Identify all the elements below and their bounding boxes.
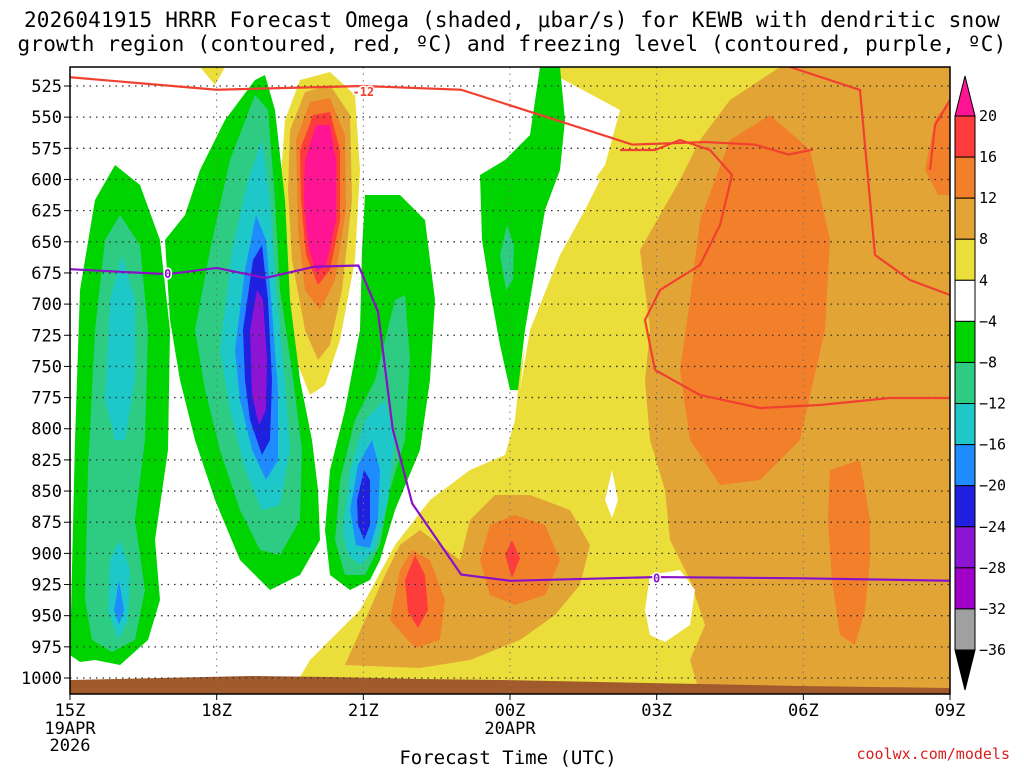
colorbar-box (954, 608, 976, 651)
y-tick-label: 975 (31, 638, 62, 658)
y-tick-label: 825 (31, 451, 62, 471)
y-tick-label: 1000 (21, 669, 62, 689)
neutral-gap-low (645, 570, 695, 642)
colorbar-box (954, 485, 976, 528)
colorbar-box (954, 156, 976, 199)
source-credit: coolwx.com/models (856, 745, 1010, 763)
colorbar-box (954, 526, 976, 569)
x-tick-label: 18Z (201, 701, 232, 721)
y-tick-label: 925 (31, 576, 62, 596)
colorbar-label: 12 (979, 189, 997, 207)
colorbar-label: −32 (979, 600, 1006, 618)
dgz-contour-base (654, 369, 950, 410)
y-tick-label: 725 (31, 326, 62, 346)
freezing-level-contour (70, 264, 950, 582)
ascent-central-green (480, 67, 565, 390)
colorbar-box (954, 238, 976, 281)
y-tick-label: 700 (31, 295, 62, 315)
colorbar-label: −4 (979, 312, 997, 330)
x-tick-label: 06Z (788, 701, 819, 721)
descent-area-orange (680, 115, 830, 485)
y-tick-label: 750 (31, 357, 62, 377)
descent-core-red-low (405, 555, 428, 628)
x-tick-label: 15Z (55, 701, 86, 721)
dgz-contour-loop (620, 138, 734, 371)
colorbar-label: 16 (979, 148, 997, 166)
colorbar-label: −8 (979, 353, 997, 371)
x-tick-label: 09Z (935, 701, 966, 721)
descent-orange-right-edge (925, 100, 950, 195)
x-tick-label: 21Z (348, 701, 379, 721)
contour-label: 0 (164, 267, 171, 281)
chart-title-line-1: 2026041915 HRRR Forecast Omega (shaded, … (23, 8, 1001, 32)
colorbar-max-triangle (954, 75, 976, 117)
dgz-contour-east (789, 67, 950, 297)
colorbar-box (954, 115, 976, 158)
y-tick-label: 550 (31, 108, 62, 128)
colorbar-label: −16 (979, 436, 1006, 454)
colorbar-label: 20 (979, 107, 997, 125)
y-tick-label: 875 (31, 513, 62, 533)
colorbar-box (954, 320, 976, 363)
colorbar-box (954, 361, 976, 405)
x-axis-label: Forecast Time (UTC) (399, 747, 616, 768)
y-tick-label: 650 (31, 233, 62, 253)
y-tick-label: 800 (31, 420, 62, 440)
colorbar-box (954, 197, 976, 240)
colorbar-label: −24 (979, 518, 1006, 536)
ascent-central-teal (500, 225, 514, 290)
y-tick-label: 525 (31, 77, 62, 97)
contour-label: 0 (653, 571, 660, 585)
colorbar-box (954, 444, 976, 487)
colorbar-label: −20 (979, 477, 1006, 495)
descent-core-red-spot (505, 540, 520, 578)
neutral-gap-small (605, 470, 618, 518)
ascent-east-darkblue (357, 470, 370, 540)
ascent-west-cyan (105, 255, 135, 440)
x-tick-label: 03Z (641, 701, 672, 721)
colorbar-label: −28 (979, 559, 1006, 577)
contours: -12 0 0 (70, 67, 950, 587)
x-tick-date: 19APR (44, 719, 96, 739)
y-axis: 525 550 575 600 625 650 675 700 725 750 775 800 825 8… (21, 77, 70, 689)
dgz-contour-edge (928, 99, 950, 171)
y-tick-label: 950 (31, 607, 62, 627)
colorbar-box (954, 279, 976, 322)
descent-orange-band (828, 460, 870, 645)
colorbar-label: −36 (979, 641, 1006, 659)
y-tick-label: 675 (31, 264, 62, 284)
colorbar-box (954, 567, 976, 610)
ascent-west-blue-spot (114, 580, 124, 625)
neutral-gap (520, 170, 600, 390)
x-tick-year: 2026 (50, 736, 91, 756)
y-tick-label: 600 (31, 170, 62, 190)
y-tick-label: 850 (31, 482, 62, 502)
y-tick-label: 625 (31, 202, 62, 222)
ascent-main-purple-core (250, 290, 267, 425)
descent-column-pink (304, 125, 336, 272)
y-tick-label: 900 (31, 544, 62, 564)
colorbar-label: 4 (979, 271, 988, 289)
x-tick-label: 00Z (495, 701, 526, 721)
contour-label: -12 (352, 85, 374, 99)
omega-shading (70, 67, 950, 694)
colorbar-box (954, 403, 976, 446)
y-tick-label: 575 (31, 139, 62, 159)
y-tick-label: 775 (31, 389, 62, 409)
chart-title-line-2: growth region (contoured, red, ºC) and f… (17, 32, 1007, 56)
dgz-contour-minus12 (70, 76, 814, 156)
colorbar-label: −12 (979, 395, 1006, 413)
colorbar-min-triangle (954, 649, 976, 691)
colorbar: 20 16 12 8 4 −4 −8 −12 −16 −20 −24 −28 −32 −36 (954, 75, 1006, 691)
x-tick-date: 20APR (484, 719, 536, 739)
descent-area-yellow-top (200, 67, 225, 85)
colorbar-label: 8 (979, 230, 988, 248)
grid (70, 67, 950, 694)
descent-midlevel-orange (480, 515, 560, 605)
